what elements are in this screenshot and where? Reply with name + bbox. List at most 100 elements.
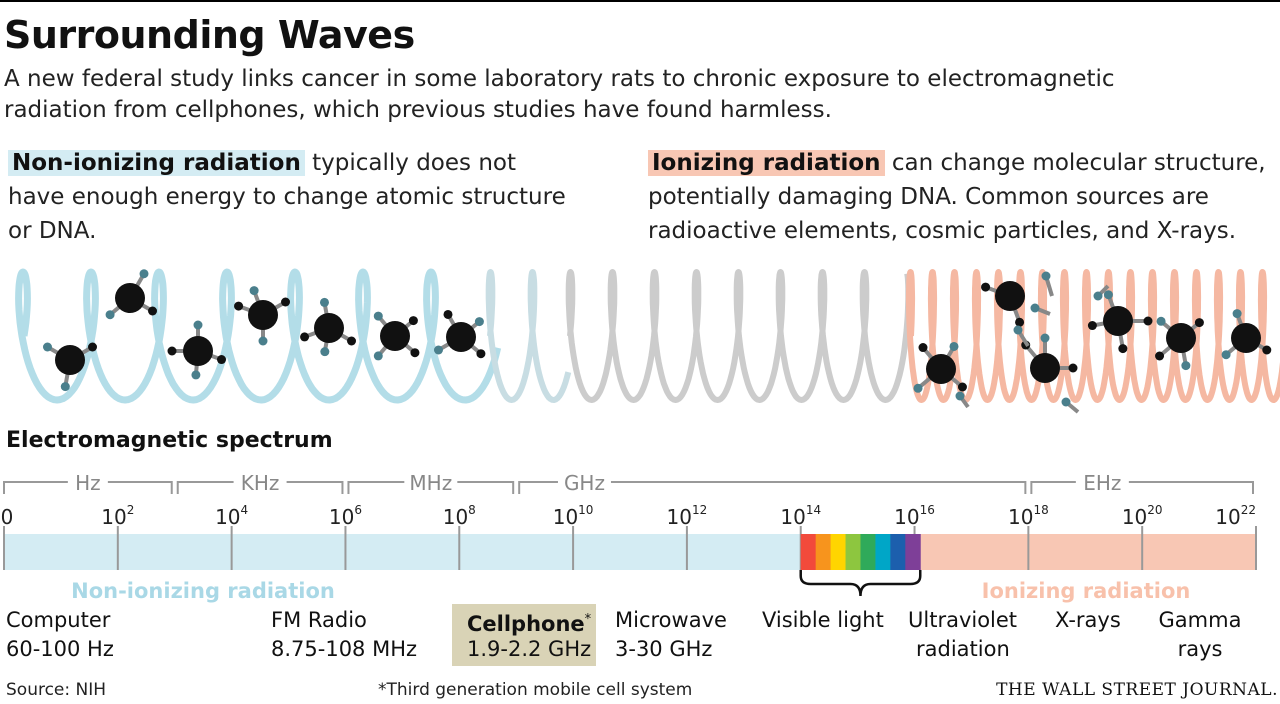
- free-atom: [955, 391, 965, 401]
- molecule-icon: [1087, 290, 1153, 354]
- page-title: Surrounding Waves: [4, 13, 415, 57]
- molecule-atom: [949, 341, 959, 351]
- molecule-atom: [957, 382, 967, 392]
- visible-light-band: [815, 534, 832, 570]
- computer-range: 60-100 Hz: [6, 637, 114, 661]
- scale-label: 1014: [780, 503, 821, 529]
- visible-light-band: [875, 534, 891, 570]
- molecule-core: [1103, 306, 1133, 336]
- molecule-atom: [1068, 363, 1078, 373]
- molecule-atom: [319, 297, 329, 307]
- visible-light-label: Visible light: [762, 608, 884, 632]
- scale-base: 10: [667, 505, 692, 529]
- gamma-label-line2: rays: [1177, 637, 1223, 661]
- gamma-label: Gamma: [1158, 608, 1242, 632]
- scale-label: 1020: [1122, 503, 1163, 529]
- band-bracket-hz: Hz: [3, 470, 173, 495]
- molecule-atom: [193, 320, 203, 330]
- molecule-atom: [1221, 350, 1231, 360]
- ionizing-bar: [920, 534, 1256, 570]
- non-ionizing-description: Non-ionizing radiation typically does no…: [8, 146, 568, 248]
- scale-base: 10: [215, 505, 240, 529]
- microwave-label: Microwave: [615, 608, 727, 632]
- scale-label-8: 108: [443, 503, 476, 529]
- molecule-atom: [1232, 309, 1242, 319]
- source-note: Source: NIH: [6, 680, 107, 700]
- band-brackets: Hz KHz MHz GHz EHz: [3, 470, 1254, 495]
- molecule-icon: [1021, 333, 1078, 383]
- molecule-atom: [1143, 316, 1153, 326]
- scale-base: 10: [1122, 505, 1147, 529]
- bracket-line: [1030, 481, 1254, 494]
- wave-lines: [15, 268, 1280, 404]
- molecule-atom: [373, 311, 383, 321]
- molecule-atom: [1103, 290, 1113, 300]
- scale-label: 0: [1, 505, 14, 529]
- band-unit-label: Hz: [75, 471, 101, 495]
- molecule-core: [995, 281, 1025, 311]
- molecule-atom: [347, 336, 357, 346]
- scale-label-14: 1014: [780, 503, 821, 529]
- page-subtitle: A new federal study links cancer in some…: [4, 66, 1115, 123]
- scale-label-10: 1010: [553, 503, 594, 529]
- scale-base: 10: [780, 505, 805, 529]
- fm-radio-label: FM Radio: [271, 608, 367, 632]
- scale-label-12: 1012: [667, 503, 708, 529]
- bracket-label-bg: [557, 470, 611, 494]
- molecule-core: [1030, 353, 1060, 383]
- scale-label-16: 1016: [894, 503, 935, 529]
- scale-label: 104: [215, 503, 248, 529]
- molecule-icon: [300, 297, 357, 357]
- computer-label: Computer: [6, 608, 111, 632]
- molecule-atom: [918, 343, 928, 353]
- molecule-atom: [443, 309, 453, 319]
- transition-wave: [485, 269, 572, 403]
- molecule-atom: [981, 282, 991, 292]
- molecule-atom: [1156, 316, 1166, 326]
- cellphone-footnote-mark: *: [584, 612, 592, 627]
- scale-label-22: 1022: [1215, 503, 1256, 529]
- cellphone-name: Cellphone: [467, 612, 585, 636]
- molecule-atom: [1015, 317, 1025, 327]
- molecule-core: [314, 313, 344, 343]
- scale-exponent: 18: [1033, 503, 1048, 517]
- molecule-core: [248, 300, 278, 330]
- molecule-atom: [249, 286, 259, 296]
- spectrum-diagram: Hz KHz MHz GHz EHz 0 102 104 106 108 1010 1012 1014…: [1, 470, 1257, 603]
- visible-light-band: [890, 534, 906, 570]
- molecule-atom: [913, 383, 923, 393]
- ionizing-wave: [905, 269, 1280, 403]
- scale-exponent: 22: [1241, 503, 1256, 517]
- non-ionizing-highlight: Non-ionizing radiation: [8, 150, 305, 176]
- molecule-atom: [258, 336, 268, 346]
- molecule-atom: [1118, 344, 1128, 354]
- molecule-atom: [234, 301, 244, 311]
- scale-base: 10: [894, 505, 919, 529]
- molecule-core: [380, 321, 410, 351]
- scale-label: 1010: [553, 503, 594, 529]
- scale-exponent: 8: [468, 503, 476, 517]
- scale-exponent: 12: [692, 503, 707, 517]
- molecule-atom: [476, 349, 486, 359]
- cellphone-label: Cellphone*: [467, 606, 591, 638]
- fm-radio-range: 8.75-108 MHz: [271, 637, 418, 661]
- microwave-range: 3-30 GHz: [615, 637, 713, 661]
- scale-base: 10: [443, 505, 468, 529]
- molecule-atom: [300, 332, 310, 342]
- molecule-atom: [139, 269, 149, 279]
- molecule-atom: [105, 310, 115, 320]
- visible-light-band: [845, 534, 861, 570]
- scale-base: 10: [1008, 505, 1033, 529]
- scale-base: 10: [1215, 505, 1240, 529]
- molecule-atom: [216, 355, 226, 365]
- molecule-icon: [42, 342, 98, 392]
- cellphone-range: 1.9-2.2 GHz: [467, 637, 592, 661]
- free-atom: [1013, 325, 1023, 335]
- molecule-atom: [1155, 351, 1165, 361]
- molecule-atom: [320, 347, 330, 357]
- molecule-atom: [1040, 333, 1050, 343]
- molecule-icon: [105, 269, 158, 320]
- molecule-atom: [191, 370, 201, 380]
- scale-label-0: 0: [1, 505, 14, 529]
- bracket-line: [518, 481, 1027, 494]
